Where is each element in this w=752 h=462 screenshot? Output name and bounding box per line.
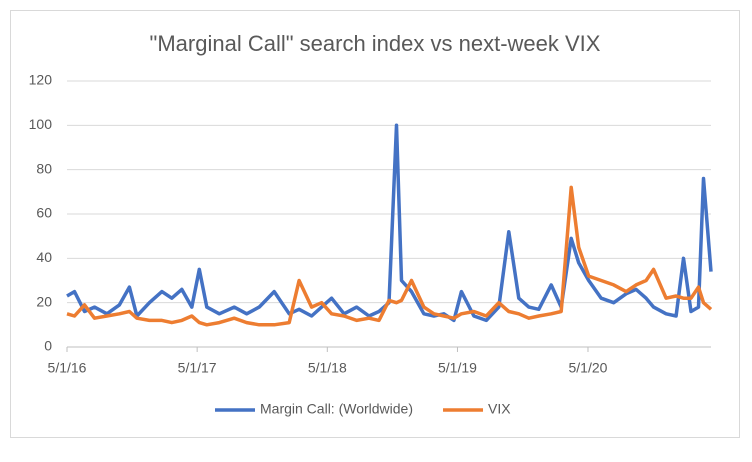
legend-label: Margin Call: (Worldwide) — [260, 401, 413, 417]
series-line — [66, 123, 713, 323]
y-tick-label: 60 — [36, 205, 52, 221]
x-tick-label: 5/1/18 — [308, 360, 347, 376]
y-tick-label: 100 — [29, 116, 53, 132]
series-line — [66, 185, 713, 327]
y-tick-label: 0 — [44, 338, 52, 354]
x-tick-label: 5/1/16 — [48, 360, 87, 376]
y-tick-label: 40 — [36, 249, 52, 265]
chart-title: "Marginal Call" search index vs next-wee… — [150, 31, 601, 56]
chart-frame — [10, 10, 740, 438]
y-tick-label: 80 — [36, 160, 52, 176]
x-tick-label: 5/1/19 — [438, 360, 477, 376]
x-tick-label: 5/1/20 — [569, 360, 608, 376]
y-tick-label: 120 — [29, 72, 53, 88]
x-tick-label: 5/1/17 — [178, 360, 217, 376]
y-tick-label: 20 — [36, 293, 52, 309]
legend-label: VIX — [488, 401, 511, 417]
